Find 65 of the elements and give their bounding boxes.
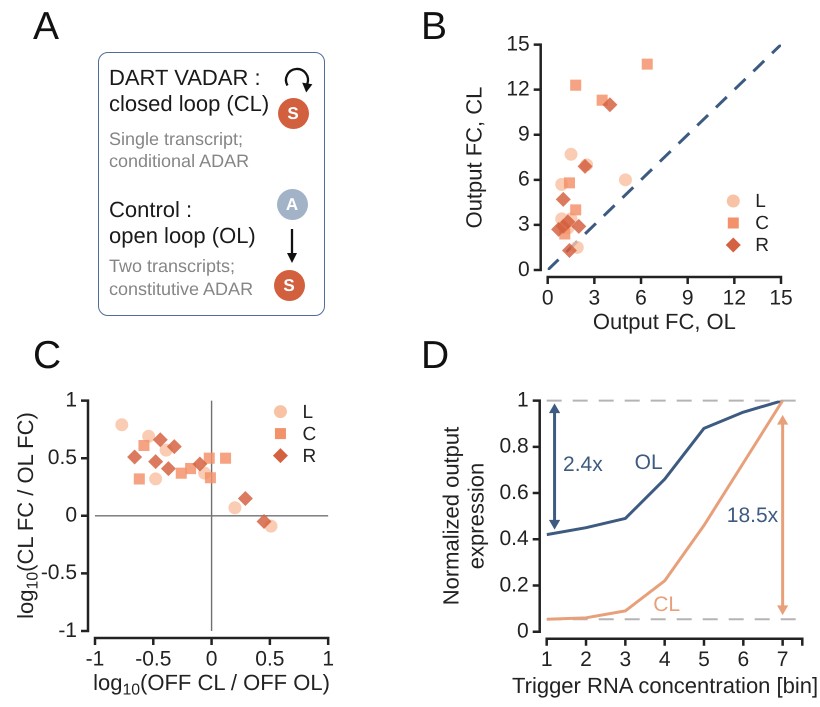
text: conditional ADAR xyxy=(109,150,250,170)
text: Single transcript; xyxy=(109,128,244,148)
x-tick-label: 3 xyxy=(588,286,600,310)
chart-title: B xyxy=(421,5,448,48)
y-tick-label: 0.6 xyxy=(499,480,529,504)
x-tick-label: 3 xyxy=(620,648,632,672)
legend-label: L xyxy=(302,402,314,423)
y-tick-label: 12 xyxy=(506,77,530,100)
x-tick-label: 6 xyxy=(635,286,647,310)
x-tick-label: 1 xyxy=(540,648,553,672)
x-axis-title: log$_{10}$(OFF CL / OFF OL) xyxy=(93,670,330,698)
legend-label: L xyxy=(755,191,766,212)
chart-title: C xyxy=(33,334,62,377)
legend-label: C xyxy=(755,213,770,234)
y-tick-label: -1 xyxy=(58,618,77,642)
annotation: 2.4x xyxy=(563,453,604,476)
text: constitutive ADAR xyxy=(109,278,254,299)
legend-label: R xyxy=(755,235,770,256)
text: closed loop (CL) xyxy=(109,91,270,116)
y-tick-label: 1 xyxy=(517,388,529,412)
y-tick-label: -0.5 xyxy=(40,561,77,584)
text: open loop (OL) xyxy=(109,223,256,248)
x-tick-label: 9 xyxy=(682,286,694,310)
x-axis-title: Output FC, OL xyxy=(592,309,736,334)
x-tick-label: 1 xyxy=(322,647,334,670)
y-axis-title: Normalized output expression xyxy=(438,426,488,608)
text: Control : xyxy=(109,196,192,222)
x-tick-label: 2 xyxy=(580,648,592,672)
y-tick-label: 0.5 xyxy=(48,446,77,469)
y-tick-label: 0.2 xyxy=(499,573,529,596)
text: S xyxy=(282,276,296,294)
y-tick-label: 0.8 xyxy=(499,434,529,458)
y-tick-label: 0.4 xyxy=(499,527,530,550)
x-tick-label: 15 xyxy=(769,286,793,310)
x-tick-label: 0.5 xyxy=(255,647,284,670)
x-tick-label: 5 xyxy=(698,648,710,672)
text: A xyxy=(284,194,300,214)
y-axis-title: Output FC, CL xyxy=(461,86,486,228)
text: S xyxy=(286,104,300,122)
x-tick-label: 7 xyxy=(776,648,788,672)
x-axis-title: Trigger RNA concentration [bin] xyxy=(512,673,818,698)
y-tick-label: 1 xyxy=(65,388,77,412)
x-tick-label: -0.5 xyxy=(135,647,172,670)
x-tick-label: 4 xyxy=(658,648,671,672)
chart-title: D xyxy=(421,334,450,377)
y-tick-label: 0 xyxy=(518,258,530,281)
text: Two transcripts; xyxy=(109,256,236,276)
text: DART VADAR : xyxy=(109,65,261,90)
series-label: OL xyxy=(634,451,663,474)
x-tick-label: 6 xyxy=(737,648,750,672)
y-tick-label: 0 xyxy=(65,504,77,527)
y-tick-label: 6 xyxy=(518,168,530,191)
legend-label: C xyxy=(302,424,316,445)
x-tick-label: 12 xyxy=(722,286,746,310)
legend-label: R xyxy=(302,446,316,467)
series-label: CL xyxy=(653,593,680,616)
y-tick-label: 3 xyxy=(518,212,530,236)
x-tick-label: 0 xyxy=(542,286,554,310)
annotation: 18.5x xyxy=(726,504,779,527)
y-tick-label: 0 xyxy=(517,619,529,642)
text: A xyxy=(33,5,60,48)
y-tick-label: 9 xyxy=(518,122,530,146)
x-tick-label: -1 xyxy=(86,647,104,670)
x-tick-label: 0 xyxy=(206,647,218,670)
y-tick-label: 15 xyxy=(506,32,530,56)
